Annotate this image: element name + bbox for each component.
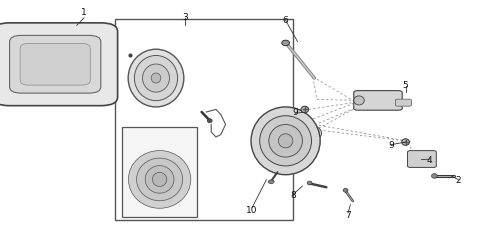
Text: 9: 9: [388, 140, 394, 149]
Ellipse shape: [134, 56, 178, 101]
Text: 2: 2: [456, 176, 461, 184]
Ellipse shape: [135, 161, 150, 173]
FancyBboxPatch shape: [396, 100, 411, 107]
Ellipse shape: [302, 126, 322, 141]
Ellipse shape: [354, 96, 364, 106]
Ellipse shape: [207, 119, 212, 123]
Text: 6: 6: [283, 16, 288, 24]
Ellipse shape: [269, 125, 302, 158]
Text: 9: 9: [292, 108, 298, 117]
Ellipse shape: [128, 50, 184, 108]
Ellipse shape: [278, 134, 293, 148]
Bar: [122, 128, 197, 218]
Ellipse shape: [145, 166, 174, 194]
Text: 3: 3: [182, 13, 188, 22]
Ellipse shape: [432, 174, 437, 178]
Ellipse shape: [129, 151, 191, 208]
Ellipse shape: [169, 177, 188, 192]
Ellipse shape: [301, 107, 309, 113]
Ellipse shape: [402, 139, 409, 146]
Ellipse shape: [268, 180, 274, 184]
FancyBboxPatch shape: [10, 36, 101, 94]
Ellipse shape: [260, 116, 312, 166]
FancyBboxPatch shape: [354, 91, 402, 111]
Text: 10: 10: [246, 206, 258, 214]
FancyBboxPatch shape: [408, 151, 436, 168]
Ellipse shape: [151, 74, 161, 84]
FancyBboxPatch shape: [0, 24, 118, 106]
Ellipse shape: [153, 173, 167, 187]
Ellipse shape: [297, 150, 313, 162]
Text: 5: 5: [403, 80, 408, 90]
Ellipse shape: [143, 65, 169, 93]
Ellipse shape: [307, 182, 312, 185]
Ellipse shape: [343, 188, 348, 192]
Bar: [115, 20, 293, 220]
Ellipse shape: [137, 158, 182, 201]
Text: 1: 1: [81, 8, 87, 17]
Ellipse shape: [251, 108, 320, 175]
Text: 7: 7: [345, 210, 351, 220]
Text: 8: 8: [290, 190, 296, 200]
FancyBboxPatch shape: [20, 44, 90, 86]
Text: 4: 4: [427, 156, 432, 164]
Ellipse shape: [282, 41, 289, 46]
